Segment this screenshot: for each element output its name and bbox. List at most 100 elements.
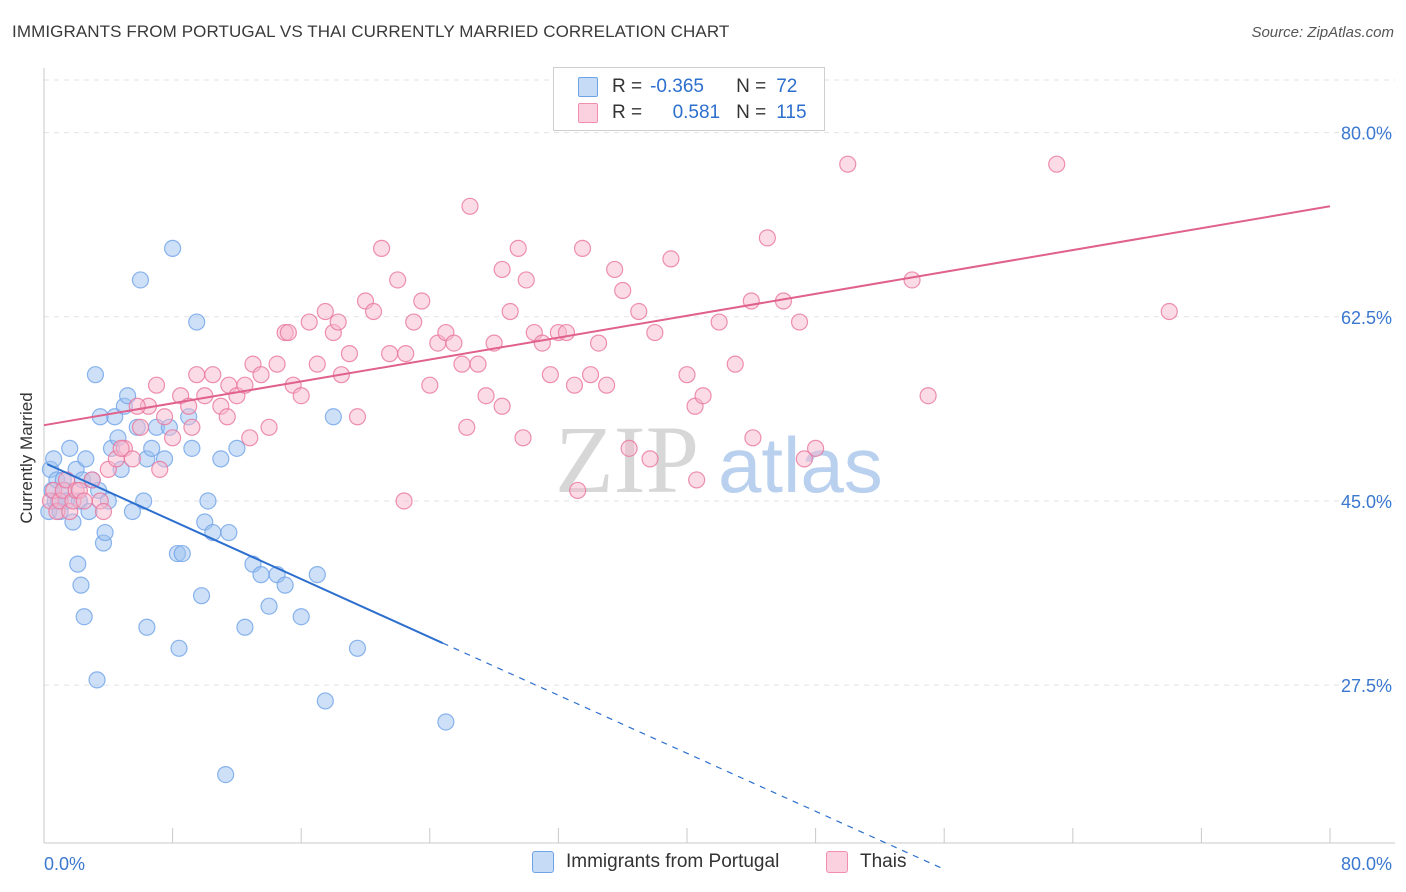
thais-point [445, 334, 463, 352]
thais-point [155, 408, 174, 426]
portugal-point [143, 439, 161, 457]
thais-point [678, 366, 696, 384]
axes [43, 68, 1395, 844]
thais-point [308, 355, 326, 373]
thais-point [260, 418, 278, 436]
thais-point [316, 302, 334, 321]
thais-point [292, 387, 310, 405]
portugal-point [192, 587, 211, 605]
portugal-point [61, 439, 79, 457]
thais-point [573, 239, 592, 257]
thais-point [758, 229, 776, 247]
portugal-point [183, 439, 201, 457]
thais-point [183, 418, 201, 436]
thais-point [236, 376, 254, 394]
thais-point [151, 460, 169, 478]
portugal-point [131, 271, 150, 289]
thais-point [903, 271, 921, 289]
y-tick-label: 27.5% [1341, 676, 1392, 696]
thais-point [94, 502, 113, 521]
thais-point [598, 376, 616, 394]
chart-source: Source: ZipAtlas.com [1251, 24, 1394, 41]
thais-point [919, 387, 937, 405]
thais-point [630, 302, 648, 321]
portugal-point [170, 639, 188, 657]
thais-point [381, 345, 399, 363]
thais-point [348, 408, 367, 426]
thais-point [300, 313, 318, 331]
portugal-point [88, 671, 106, 689]
r-value-thais: 0.581 [672, 102, 721, 123]
thais-point [458, 418, 476, 436]
thais-swatch [578, 103, 598, 123]
thais-point [501, 302, 519, 321]
portugal-swatch [578, 77, 598, 97]
thais-point [372, 239, 391, 257]
portugal-point [75, 608, 93, 626]
thais-point [477, 387, 495, 405]
thais-point [112, 439, 130, 457]
portugal-point [118, 387, 137, 405]
legend-item-thais[interactable]: Thais [826, 851, 906, 873]
thais-point [589, 334, 608, 352]
portugal-point [217, 765, 235, 784]
thais-point [413, 292, 431, 310]
portugal-point [324, 408, 342, 426]
thais-point [164, 429, 182, 447]
n-label: N = [736, 102, 767, 123]
y-axis-label: Currently Married [17, 392, 36, 524]
thais-point [1048, 155, 1066, 173]
thais-point [123, 450, 142, 468]
portugal-point [138, 618, 156, 636]
thais-point [218, 408, 236, 426]
thais-point [147, 376, 166, 394]
thais-point [75, 492, 93, 510]
portugal-point [86, 366, 105, 384]
thais-point [128, 397, 146, 415]
portugal-point [212, 450, 230, 468]
thais-point [581, 366, 600, 384]
thais-point [461, 197, 479, 215]
x-tick-label: 0.0% [44, 854, 85, 874]
thais-point [397, 345, 415, 363]
x-tick-label: 80.0% [1341, 854, 1392, 874]
thais-point [131, 418, 150, 436]
thais-point [517, 271, 535, 289]
stats-row-thais: R = 0.581 N = 115 [578, 100, 807, 126]
thais-point [541, 366, 559, 384]
chart-title: IMMIGRANTS FROM PORTUGAL VS THAI CURRENT… [12, 22, 730, 41]
portugal-point [437, 713, 455, 731]
portugal-point [316, 692, 334, 710]
portugal-trend-line [46, 463, 444, 644]
thais-point [565, 376, 584, 394]
r-label: R = [612, 76, 643, 97]
thais-point [620, 439, 638, 457]
stats-legend: R = -0.365 N = 72 R = 0.581 N = 115 [553, 67, 825, 131]
thais-point [646, 323, 664, 342]
r-label: R = [612, 102, 643, 123]
thais-point [795, 450, 813, 468]
legend-item-portugal[interactable]: Immigrants from Portugal [532, 851, 779, 873]
portugal-point [173, 544, 191, 563]
portugal-point [96, 523, 114, 542]
portugal-point [252, 566, 270, 584]
thais-point [252, 366, 270, 384]
thais-point [493, 260, 511, 279]
thais-point [1160, 302, 1178, 321]
thais-point [395, 492, 413, 510]
portugal-point [77, 450, 95, 468]
thais-point [389, 271, 407, 289]
trend-lines [43, 205, 1331, 870]
thais-point [744, 429, 762, 447]
portugal-point [260, 597, 278, 615]
data-points [40, 155, 1178, 784]
n-value-thais: 115 [776, 102, 807, 123]
thais-point [806, 439, 825, 457]
thais-trend-line [43, 205, 1331, 427]
thais-point [569, 481, 587, 500]
portugal-trend-extension [442, 642, 945, 870]
thais-point [694, 387, 712, 405]
thais-legend-swatch [826, 851, 848, 873]
thais-point [241, 429, 259, 447]
